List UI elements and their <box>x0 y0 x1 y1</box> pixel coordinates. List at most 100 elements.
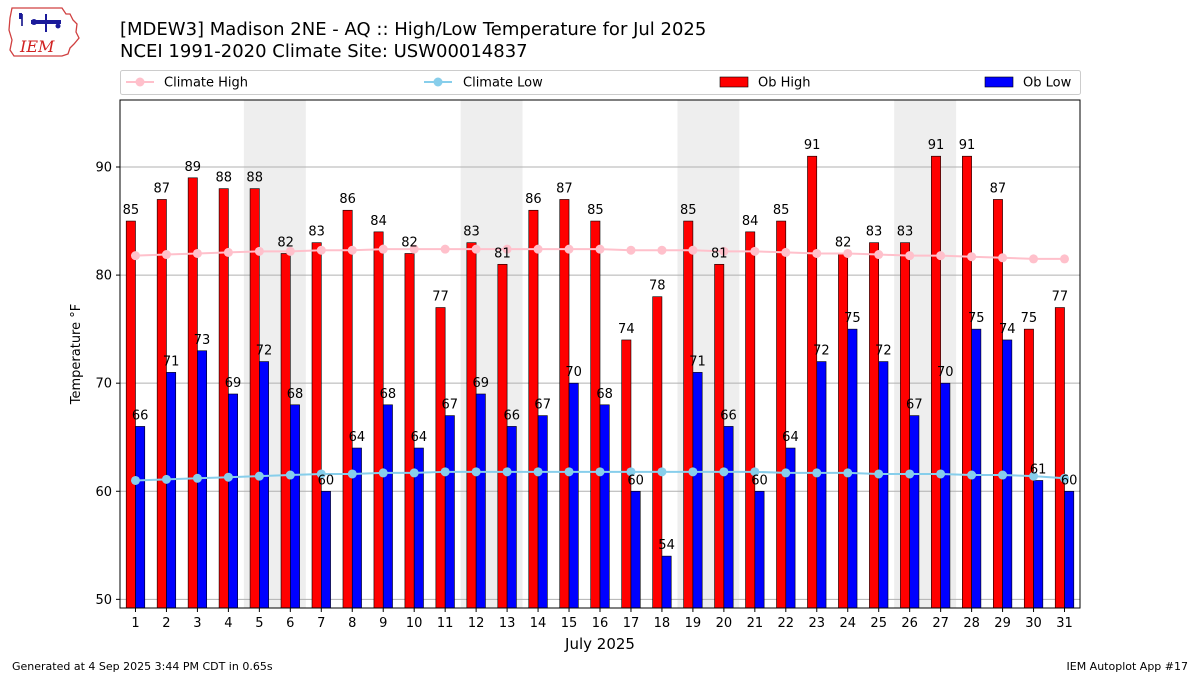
climate-lines <box>130 244 1070 485</box>
bar-ob-high <box>962 155 972 609</box>
climate-low-point <box>657 467 667 477</box>
x-tick-label: 6 <box>286 616 294 631</box>
footer-app-id: IEM Autoplot App #17 <box>1067 660 1189 673</box>
x-tick-label: 27 <box>932 616 949 631</box>
climate-low-point <box>502 467 512 477</box>
label-ob-low: 72 <box>256 344 273 359</box>
bar-ob-low <box>475 393 486 609</box>
label-ob-low: 68 <box>380 387 397 402</box>
climate-high-point <box>781 247 791 257</box>
bar-ob-low <box>568 382 579 609</box>
x-tick-label: 24 <box>839 616 856 631</box>
climate-low-point <box>843 468 853 478</box>
bar-ob-low <box>847 328 858 609</box>
bar-ob-low <box>816 361 827 609</box>
label-ob-low: 69 <box>225 376 242 391</box>
climate-high-point <box>161 250 171 260</box>
x-tick-label: 9 <box>379 616 387 631</box>
y-tick-label: 90 <box>95 161 112 176</box>
label-ob-low: 67 <box>534 398 551 413</box>
climate-low-point <box>1029 471 1039 481</box>
label-ob-low: 60 <box>627 473 644 488</box>
bar-ob-high <box>156 199 167 609</box>
x-tick-label: 13 <box>499 616 516 631</box>
label-ob-low: 70 <box>565 365 582 380</box>
climate-high-point <box>719 246 729 256</box>
legend-label-ob-high: Ob High <box>758 76 811 91</box>
label-ob-high: 87 <box>154 181 171 196</box>
x-tick-label: 15 <box>561 616 578 631</box>
x-tick-label: 25 <box>870 616 887 631</box>
climate-high-point <box>595 244 605 254</box>
x-axis-ticks: 1 2 3 4 5 6 7 8 9 10 11 12 13 14 15 16 17 18 19 20 21 22 23 24 2… <box>131 608 1073 631</box>
bar-ob-low <box>506 426 517 609</box>
climate-low-point <box>936 469 946 479</box>
climate-low-point <box>223 472 233 482</box>
label-ob-high: 87 <box>556 181 573 196</box>
label-ob-high: 85 <box>773 203 790 218</box>
bar-ob-low <box>537 415 548 609</box>
x-tick-label: 23 <box>809 616 826 631</box>
x-tick-label: 2 <box>162 616 170 631</box>
label-ob-low: 60 <box>1061 473 1078 488</box>
legend-label-climate-low: Climate Low <box>463 76 543 91</box>
bar-ob-high <box>900 242 910 609</box>
climate-high-point <box>1060 254 1070 264</box>
ob-high-swatch-icon <box>719 76 749 88</box>
y-tick-label: 50 <box>95 593 112 608</box>
label-ob-low: 60 <box>318 473 335 488</box>
legend: Climate High Climate Low Ob High Ob Low <box>120 70 1081 95</box>
label-ob-low: 64 <box>411 430 428 445</box>
bar-ob-high <box>590 220 601 609</box>
x-tick-label: 12 <box>468 616 485 631</box>
bar-ob-high <box>652 296 663 609</box>
climate-high-point <box>409 244 419 254</box>
x-tick-label: 30 <box>1025 616 1042 631</box>
chart-subtitle: NCEI 1991-2020 Climate Site: USW00014837 <box>120 41 528 62</box>
label-ob-low: 54 <box>658 538 675 553</box>
climate-low-point <box>781 468 791 478</box>
bar-ob-high <box>435 307 446 609</box>
climate-high-point <box>533 244 543 254</box>
climate-high-point <box>967 252 977 262</box>
bar-ob-low <box>661 555 672 609</box>
x-tick-label: 16 <box>592 616 609 631</box>
climate-low-point <box>440 467 450 477</box>
bar-ob-high <box>342 209 353 609</box>
climate-high-point <box>471 244 481 254</box>
bar-ob-low <box>1033 480 1044 609</box>
bar-ob-low <box>1064 490 1075 609</box>
y-tick-label: 70 <box>95 377 112 392</box>
climate-low-point <box>161 474 171 484</box>
label-ob-high: 89 <box>185 160 202 175</box>
x-tick-label: 20 <box>716 616 733 631</box>
label-ob-low: 66 <box>720 408 737 423</box>
y-axis-ticks: 50 60 70 80 90 <box>95 161 120 608</box>
x-tick-label: 3 <box>193 616 201 631</box>
climate-high-point <box>502 244 512 254</box>
bar-ob-low <box>259 361 269 609</box>
label-ob-low: 69 <box>473 376 490 391</box>
climate-high-point <box>347 245 357 255</box>
climate-high-point <box>130 251 140 261</box>
bar-ob-high <box>807 155 818 609</box>
label-ob-low: 68 <box>287 387 304 402</box>
x-tick-label: 10 <box>406 616 423 631</box>
label-ob-low: 71 <box>689 354 706 369</box>
y-tick-label: 80 <box>95 269 112 284</box>
climate-low-point <box>998 470 1008 480</box>
bar-ob-high <box>280 253 291 609</box>
bar-ob-high <box>311 242 322 609</box>
climate-low-point <box>316 469 326 479</box>
climate-low-marker-icon <box>433 77 443 87</box>
label-ob-low: 61 <box>1030 462 1047 477</box>
bar-ob-high <box>776 220 787 609</box>
climate-high-point <box>316 245 326 255</box>
bar-ob-low <box>754 490 765 609</box>
label-ob-high: 91 <box>959 138 976 153</box>
climate-low-point <box>347 469 357 479</box>
bar-ob-low <box>909 415 920 609</box>
bar-ob-low <box>444 415 455 609</box>
label-ob-low: 74 <box>999 322 1016 337</box>
x-tick-label: 26 <box>901 616 918 631</box>
